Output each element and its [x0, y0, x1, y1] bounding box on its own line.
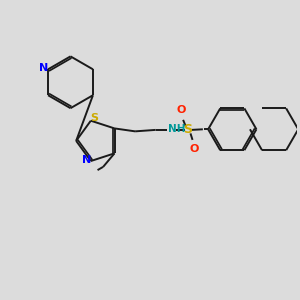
Text: S: S: [184, 123, 193, 136]
Text: S: S: [91, 113, 99, 123]
Text: N: N: [39, 63, 48, 73]
Text: NH: NH: [168, 124, 186, 134]
Text: N: N: [82, 155, 91, 165]
Text: O: O: [189, 144, 199, 154]
Text: O: O: [177, 106, 186, 116]
